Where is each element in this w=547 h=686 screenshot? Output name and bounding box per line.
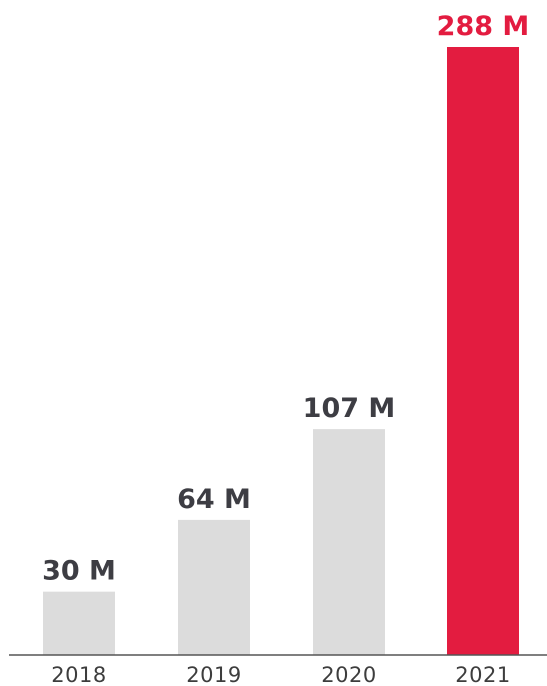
value-label-2018: 30 M [42, 556, 116, 587]
value-label-2021: 288 M [437, 11, 530, 42]
bar-2021 [447, 47, 519, 655]
x-tick-labels-group: 2018 2019 2020 2021 [51, 663, 510, 686]
bar-2020 [313, 429, 385, 655]
bars-group [43, 47, 519, 655]
x-tick-label-2020: 2020 [321, 663, 376, 686]
x-tick-label-2019: 2019 [186, 663, 241, 686]
value-labels-group: 30 M 64 M 107 M 288 M [42, 11, 529, 587]
value-label-2020: 107 M [303, 393, 396, 424]
value-label-2019: 64 M [177, 484, 251, 515]
x-tick-label-2018: 2018 [51, 663, 106, 686]
bar-2019 [178, 519, 250, 655]
x-tick-label-2021: 2021 [455, 663, 510, 686]
bar-2018 [43, 591, 115, 655]
